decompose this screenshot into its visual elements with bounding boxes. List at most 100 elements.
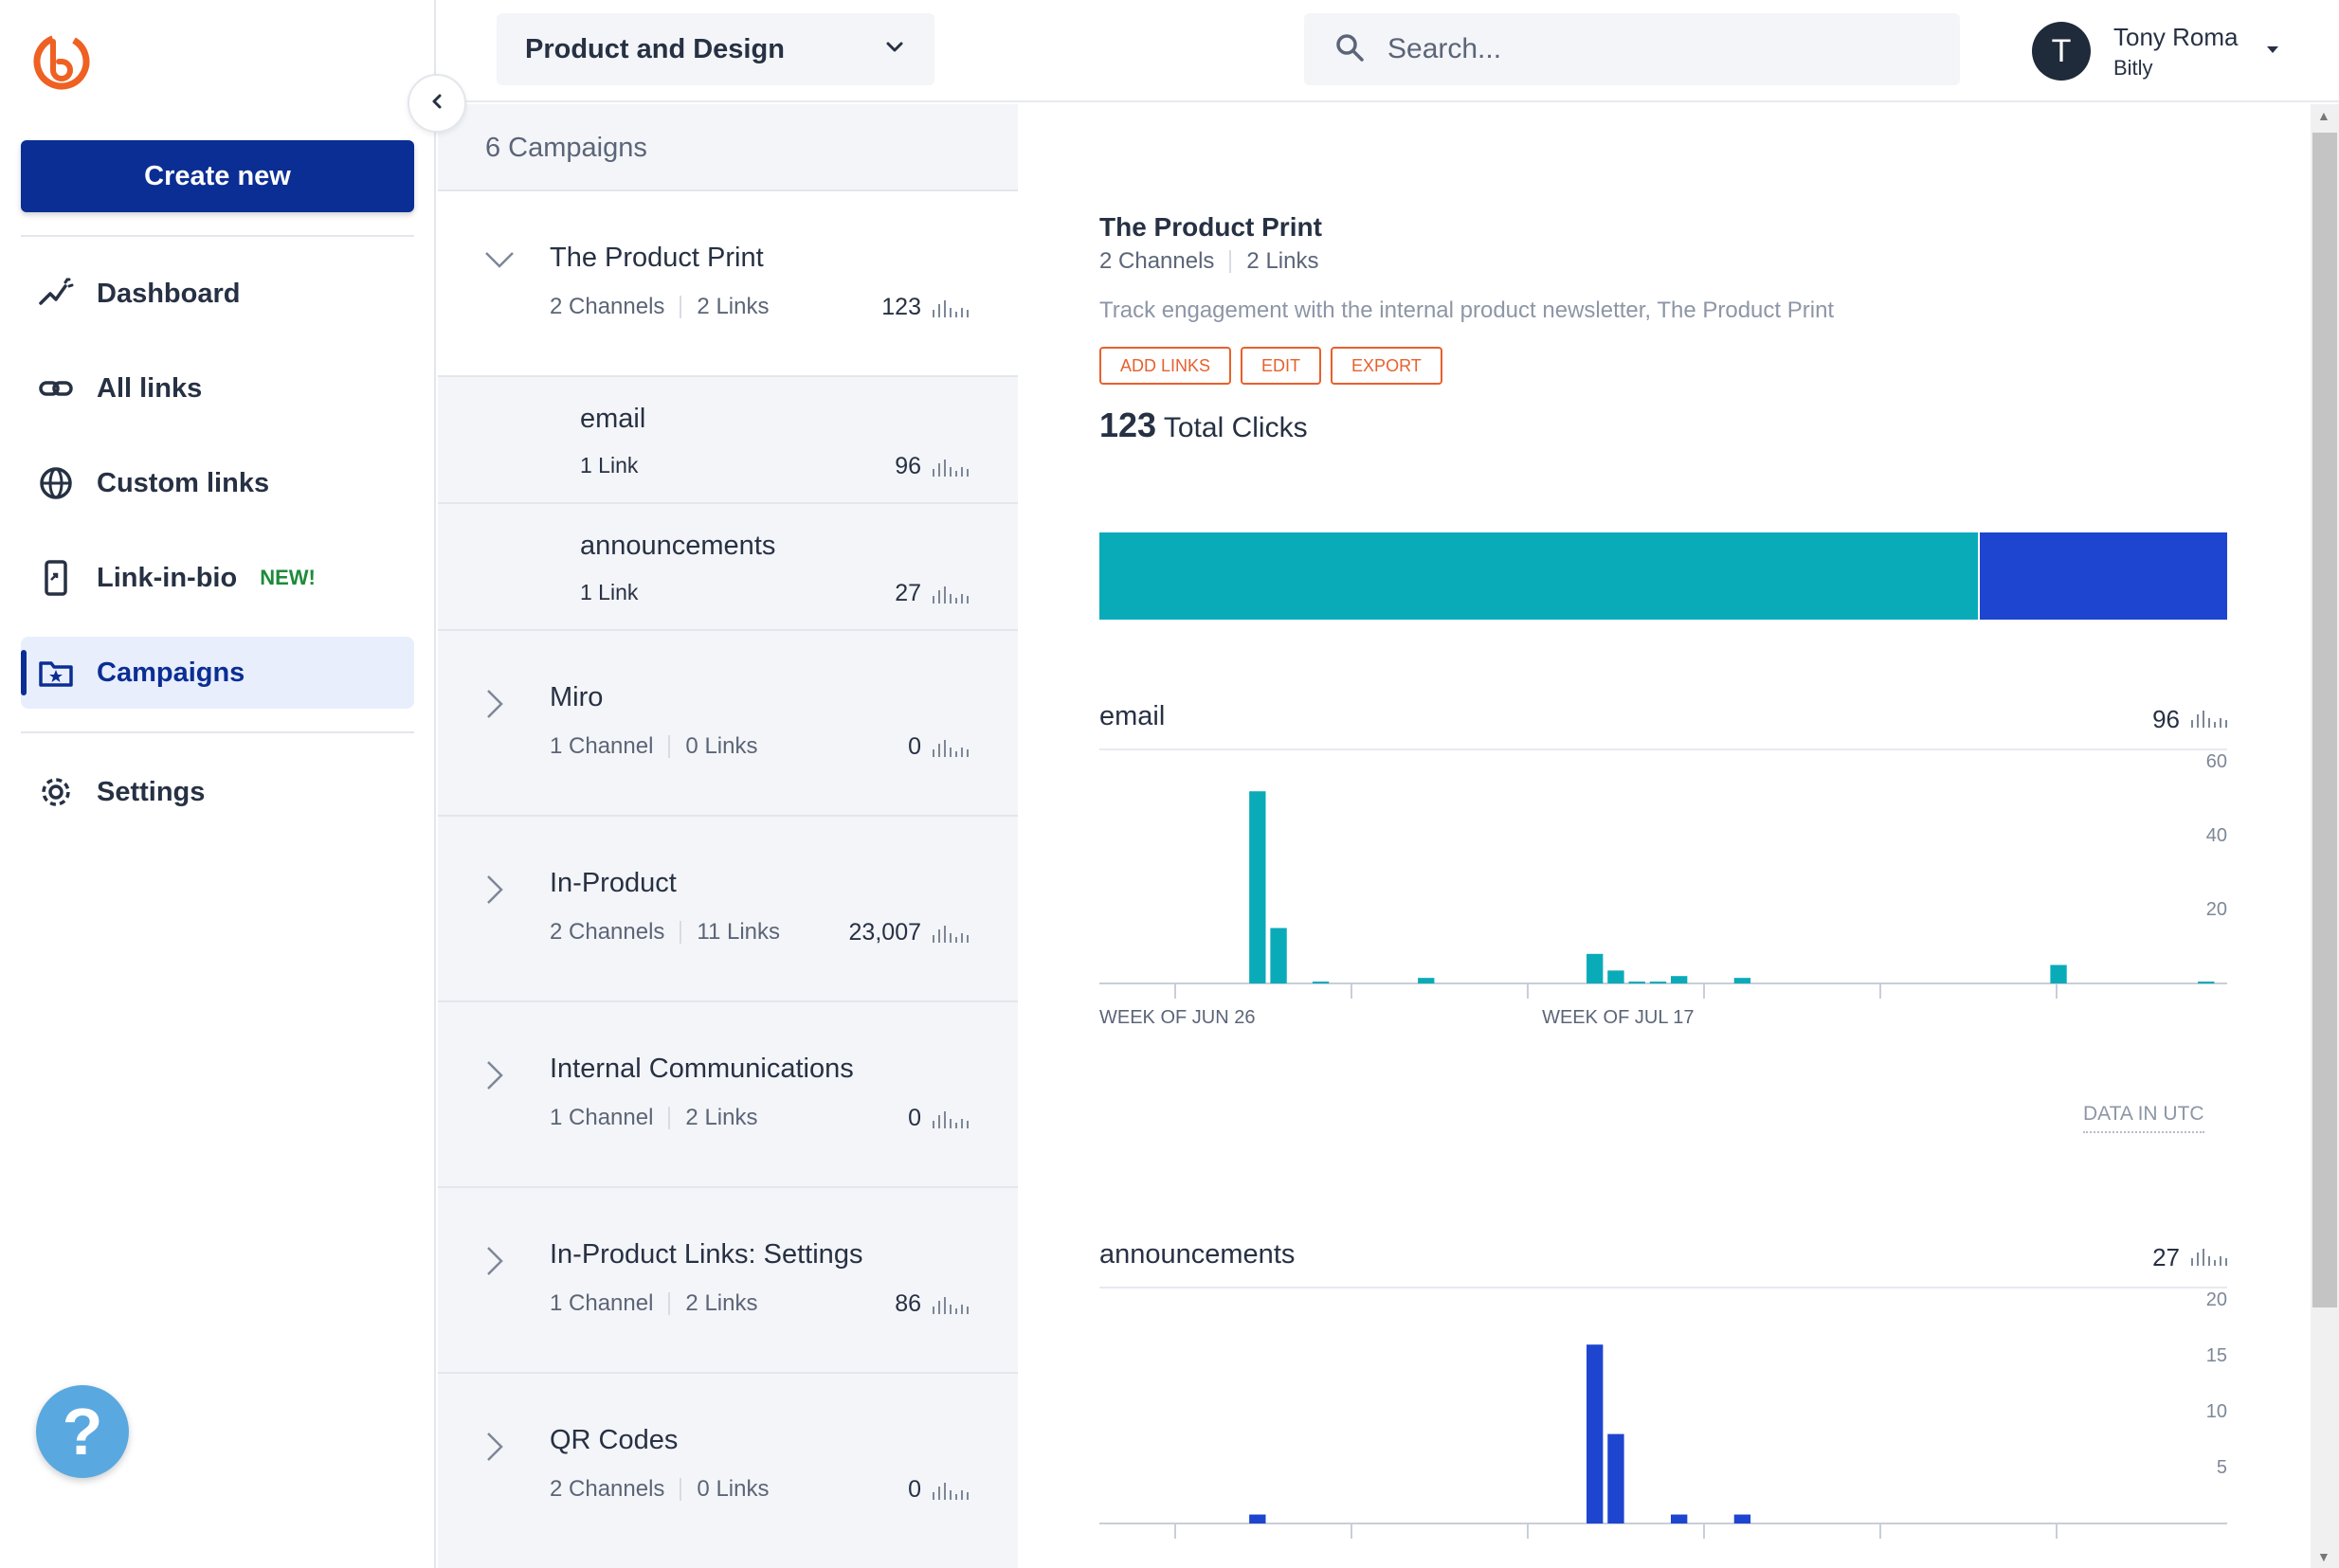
user-menu[interactable]: T Tony Roma Bitly <box>2032 17 2316 85</box>
chart-bar[interactable] <box>2050 964 2067 984</box>
campaign-list: 6 Campaigns The Product Print 2 Channels 2… <box>438 104 1018 1568</box>
y-tick-label: 20 <box>2206 899 2227 920</box>
chart-bar[interactable] <box>1270 928 1287 984</box>
separator <box>680 1478 682 1501</box>
channel-row[interactable]: email 1 Link 96 <box>438 375 1018 502</box>
click-count: 27 <box>895 580 969 607</box>
chart-bar[interactable] <box>1733 978 1751 983</box>
campaign-name: Miro <box>550 682 604 712</box>
click-count: 0 <box>908 1105 969 1132</box>
nav-campaigns[interactable]: Campaigns <box>21 637 414 709</box>
chart-bar[interactable] <box>1649 982 1667 984</box>
channel-row[interactable]: announcements 1 Link 27 <box>438 502 1018 629</box>
separator <box>1229 250 1232 273</box>
chevron-right-icon[interactable] <box>483 1059 506 1096</box>
chart-bar[interactable] <box>1607 1433 1624 1523</box>
search-input[interactable] <box>1387 33 1918 65</box>
chart-bar[interactable] <box>1628 982 1645 984</box>
chart-bar[interactable] <box>1418 978 1435 983</box>
chart-bar[interactable] <box>1671 976 1688 983</box>
campaign-detail: The Product Print 2 Channels 2 Links Tra… <box>1018 104 2311 1568</box>
click-count-value: 27 <box>895 580 921 606</box>
search-box[interactable] <box>1304 13 1960 85</box>
chart-bar[interactable] <box>1249 791 1266 983</box>
link-count: 2 Links <box>685 1105 758 1130</box>
nav-dashboard-label: Dashboard <box>97 278 241 309</box>
chart-bar[interactable] <box>2198 982 2215 984</box>
campaign-row[interactable]: QR Codes 2 Channels 0 Links 0 <box>438 1372 1018 1558</box>
chevron-right-icon[interactable] <box>483 1245 506 1282</box>
collapse-sidebar-button[interactable] <box>408 74 466 133</box>
chart-bar[interactable] <box>1587 953 1604 983</box>
channel-name: announcements <box>580 531 776 561</box>
campaign-row[interactable]: In-Product 2 Channels 11 Links 23,007 <box>438 815 1018 1000</box>
separator <box>680 296 682 318</box>
chevron-right-icon[interactable] <box>483 874 506 910</box>
nav-all-links-label: All links <box>97 372 203 404</box>
channel-count: 1 Channel <box>550 733 654 759</box>
search-icon <box>1334 32 1365 67</box>
bar-chart-icon <box>2189 705 2227 734</box>
click-count-value: 0 <box>908 733 921 760</box>
campaign-meta: 1 Channel 0 Links <box>550 733 757 760</box>
chart-bar[interactable] <box>1249 1514 1266 1523</box>
export-button[interactable]: EXPORT <box>1331 347 1442 385</box>
campaign-meta: 1 Channel 2 Links <box>550 1290 757 1317</box>
campaign-row[interactable]: Internal Communications 1 Channel 2 Links 0 <box>438 1000 1018 1186</box>
nav-dashboard[interactable]: Dashboard <box>21 258 414 330</box>
separator <box>668 735 671 758</box>
x-tick-label: WEEK OF JUN 26 <box>1099 1007 1255 1028</box>
chart-bar[interactable] <box>1607 970 1624 983</box>
chevron-right-icon[interactable] <box>483 688 506 725</box>
bitly-logo[interactable] <box>30 28 93 91</box>
chart-bar[interactable] <box>1671 1514 1688 1523</box>
chart-bar[interactable] <box>1587 1344 1604 1523</box>
link-count: 2 Links <box>685 1290 758 1316</box>
campaign-actions: ADD LINKS EDIT EXPORT <box>1099 347 1452 385</box>
chart-bar[interactable] <box>1312 982 1330 984</box>
channel-count: 1 Channel <box>550 1290 654 1316</box>
x-tick-label: WEEK OF JUL 17 <box>1542 1007 1694 1028</box>
y-tick-label: 15 <box>2206 1345 2227 1366</box>
nav-settings-label: Settings <box>97 776 206 807</box>
announcements-chart: announcements 27 20 15 10 5 <box>1099 1239 2227 1568</box>
chevron-right-icon[interactable] <box>483 1431 506 1468</box>
scroll-down-arrow[interactable]: ▼ <box>2317 1549 2330 1564</box>
help-button[interactable]: ? <box>36 1385 129 1478</box>
channel-name: email <box>580 404 646 434</box>
scrollbar[interactable]: ▲ ▼ <box>2311 104 2339 1568</box>
chart-title: email <box>1099 701 1166 731</box>
scrollbar-thumb[interactable] <box>2312 133 2337 1307</box>
bar-chart-icon <box>933 1296 969 1314</box>
scroll-up-arrow[interactable]: ▲ <box>2317 108 2330 123</box>
edit-button[interactable]: EDIT <box>1241 347 1322 385</box>
channel-share-bar[interactable] <box>1099 532 2227 620</box>
segment-gap <box>1978 532 1981 620</box>
campaign-row[interactable]: In-Product Links: Settings 1 Channel 2 Lin… <box>438 1186 1018 1372</box>
campaign-row[interactable]: Miro 1 Channel 0 Links 0 <box>438 629 1018 815</box>
y-tick-label: 40 <box>2206 825 2227 846</box>
nav-settings[interactable]: Settings <box>21 756 414 828</box>
chevron-down-icon <box>883 34 906 65</box>
add-links-button[interactable]: ADD LINKS <box>1099 347 1232 385</box>
create-new-button[interactable]: Create new <box>21 140 414 212</box>
chevron-down-icon[interactable] <box>483 248 516 276</box>
channel-count: 1 Channel <box>550 1105 654 1130</box>
group-selector-label: Product and Design <box>525 33 785 64</box>
chart-total-value: 96 <box>2152 705 2180 733</box>
group-selector[interactable]: Product and Design <box>497 13 934 85</box>
chart-rule <box>1099 1287 2227 1289</box>
y-tick-label: 10 <box>2206 1401 2227 1422</box>
nav-link-in-bio[interactable]: Link-in-bio NEW! <box>21 542 414 614</box>
nav-custom-links[interactable]: Custom links <box>21 447 414 519</box>
campaign-row[interactable]: The Product Print 2 Channels 2 Links 123 <box>438 189 1018 375</box>
share-segment-announcements[interactable] <box>1980 532 2227 620</box>
data-in-utc-link[interactable]: DATA IN UTC <box>2083 1103 2204 1133</box>
share-segment-email[interactable] <box>1099 532 1979 620</box>
link-count: 0 Links <box>685 733 758 759</box>
nav-all-links[interactable]: All links <box>21 352 414 424</box>
chart-bar[interactable] <box>1733 1514 1751 1523</box>
link-count: 2 Links <box>1246 248 1319 274</box>
chart-total: 96 <box>2152 705 2227 734</box>
campaign-name: In-Product <box>550 868 677 898</box>
